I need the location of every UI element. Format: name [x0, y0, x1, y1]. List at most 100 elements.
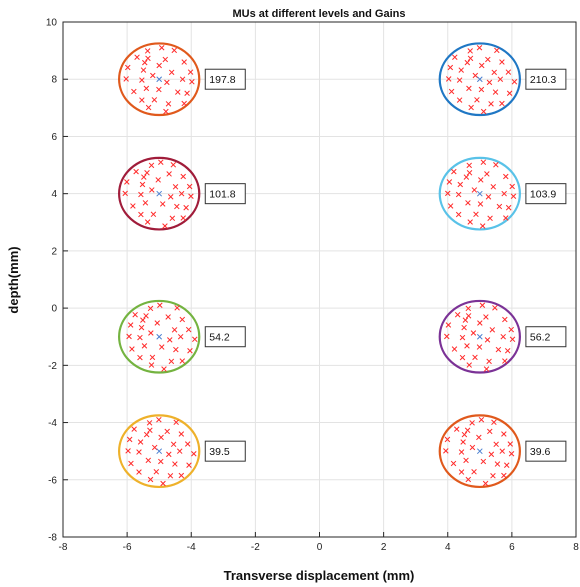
data-point-stroke: [502, 316, 508, 323]
data-point: [162, 56, 169, 63]
data-point-stroke: [455, 191, 462, 198]
data-point-stroke: [158, 159, 164, 165]
data-point-stroke: [476, 434, 482, 441]
data-point-stroke: [477, 201, 484, 207]
data-point-stroke: [134, 54, 140, 60]
data-point-stroke: [447, 203, 454, 209]
data-point: [461, 324, 467, 331]
data-point: [479, 223, 486, 229]
data-point: [167, 194, 174, 200]
data-point: [464, 343, 470, 349]
data-point-stroke: [489, 327, 496, 333]
data-point-stroke: [124, 179, 130, 185]
data-point: [491, 419, 497, 426]
data-point: [171, 327, 178, 333]
data-point-stroke: [187, 69, 194, 75]
data-point: [184, 441, 191, 447]
data-point-stroke: [450, 460, 457, 467]
data-point: [158, 458, 164, 465]
data-point-stroke: [123, 76, 129, 82]
data-point-stroke: [192, 336, 198, 343]
data-point: [143, 431, 150, 438]
data-point: [451, 346, 458, 352]
data-point-stroke: [165, 314, 171, 320]
data-point: [183, 204, 189, 211]
data-point: [149, 354, 156, 361]
data-point-stroke: [490, 473, 496, 479]
data-point-stroke: [459, 334, 466, 341]
data-point-stroke: [457, 181, 464, 188]
data-point-stroke: [493, 162, 499, 168]
data-point-stroke: [509, 183, 515, 190]
data-point: [187, 69, 194, 75]
data-point: [445, 76, 452, 82]
data-point: [173, 346, 179, 353]
data-point-stroke: [160, 480, 166, 487]
x-ticks: -8 -6 -4 -2 0 2 4 6 8: [59, 532, 579, 553]
data-point-stroke: [453, 426, 460, 432]
data-point: [500, 333, 506, 340]
data-point: [467, 219, 473, 225]
data-point-stroke: [456, 97, 463, 103]
data-point: [480, 458, 487, 465]
data-point: [140, 317, 146, 323]
data-point: [482, 480, 489, 487]
data-point-stroke: [458, 67, 464, 73]
data-point-stroke: [139, 77, 145, 83]
x-axis-label: Transverse displacement (mm): [224, 568, 415, 583]
annotation-box: [204, 68, 246, 90]
data-point-stroke: [471, 469, 477, 475]
data-point-stroke: [466, 362, 472, 368]
data-point-stroke: [467, 55, 474, 62]
data-point: [165, 314, 171, 320]
data-point-stroke: [466, 85, 472, 92]
data-point-stroke: [138, 324, 145, 331]
data-point-stroke: [467, 48, 473, 54]
data-point-stroke: [165, 101, 172, 107]
data-point: [447, 64, 454, 71]
data-point-stroke: [443, 448, 449, 454]
data-point-stroke: [178, 472, 185, 479]
data-point-stroke: [168, 69, 175, 76]
data-point-stroke: [151, 444, 158, 451]
data-point-stroke: [143, 431, 150, 438]
x-tick-label: -2: [251, 542, 260, 553]
data-point-stroke: [478, 177, 484, 183]
data-point-stroke: [144, 170, 150, 176]
data-point: [507, 441, 514, 447]
data-point-stroke: [505, 69, 512, 75]
data-point-stroke: [156, 416, 162, 423]
data-point: [478, 177, 484, 183]
data-point: [148, 362, 155, 368]
data-point-stroke: [459, 354, 466, 361]
data-point-stroke: [466, 170, 473, 176]
data-point-stroke: [184, 441, 191, 447]
data-point: [506, 90, 513, 96]
data-point-stroke: [464, 59, 471, 66]
data-point-stroke: [171, 47, 178, 54]
data-point-stroke: [179, 76, 186, 82]
data-point: [504, 347, 511, 354]
data-point-stroke: [150, 72, 156, 79]
data-point: [491, 69, 497, 76]
data-point: [503, 215, 509, 221]
data-point-stroke: [448, 88, 455, 95]
data-point: [172, 184, 179, 190]
data-point: [189, 79, 195, 85]
data-point: [170, 162, 177, 168]
data-point-stroke: [464, 343, 470, 349]
data-point-stroke: [469, 444, 476, 451]
y-tick-label: 8: [51, 75, 57, 86]
data-point: [140, 67, 147, 73]
data-point: [483, 366, 490, 372]
data-point-stroke: [142, 200, 149, 206]
data-point-stroke: [156, 62, 162, 69]
data-point-stroke: [145, 457, 152, 464]
data-point: [446, 179, 453, 185]
data-point: [474, 97, 480, 103]
data-point-stroke: [166, 451, 172, 458]
center-marker: [156, 190, 163, 197]
data-point: [141, 343, 148, 349]
data-point-stroke: [445, 322, 452, 328]
data-point-stroke: [461, 324, 467, 331]
